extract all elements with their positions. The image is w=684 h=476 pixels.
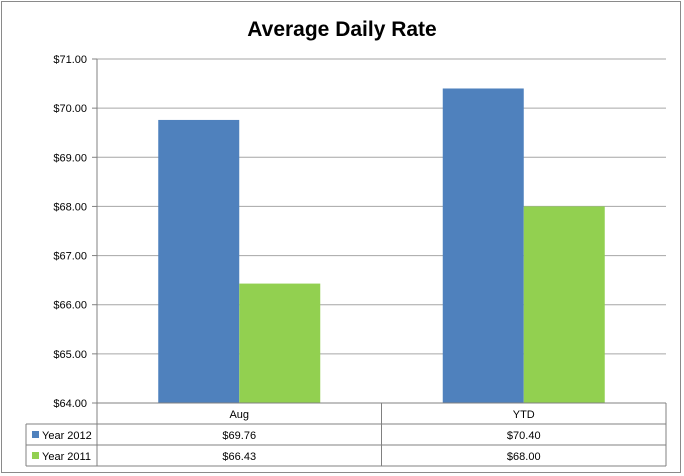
y-tick-label: $64.00 xyxy=(53,398,87,410)
y-tick-label: $65.00 xyxy=(53,349,87,361)
data-label: $68.00 xyxy=(507,451,541,463)
data-label: $70.40 xyxy=(507,430,541,442)
y-tick-label: $71.00 xyxy=(53,54,87,66)
y-tick-label: $66.00 xyxy=(53,300,87,312)
y-tick-label: $70.00 xyxy=(53,103,87,115)
bar-year-2011-aug xyxy=(239,283,321,403)
bar-year-2012-ytd xyxy=(442,88,524,403)
y-tick-label: $69.00 xyxy=(53,152,87,164)
legend-swatch xyxy=(32,452,39,459)
data-table: Aug YTD Year 2012 $69.76 $70.40 Year 2011 $66.… xyxy=(25,402,667,467)
x-tick-label: YTD xyxy=(513,409,535,421)
bar-year-2012-aug xyxy=(158,119,240,404)
y-tick-label: $67.00 xyxy=(53,251,87,263)
data-label: $69.76 xyxy=(222,430,256,442)
y-axis-ticks: $64.00 $65.00 $66.00 $67.00 $68.00 $69.00 $70.… xyxy=(53,54,87,410)
chart-title: Average Daily Rate xyxy=(247,18,436,41)
bars xyxy=(158,88,605,404)
y-tick-label: $68.00 xyxy=(53,201,87,213)
data-label: $66.43 xyxy=(222,451,256,463)
legend-label: Year 2012 xyxy=(42,430,92,442)
legend-label: Year 2011 xyxy=(42,451,91,463)
legend-swatch xyxy=(32,431,39,438)
x-tick-label: Aug xyxy=(229,409,249,421)
bar-year-2011-ytd xyxy=(523,206,605,403)
